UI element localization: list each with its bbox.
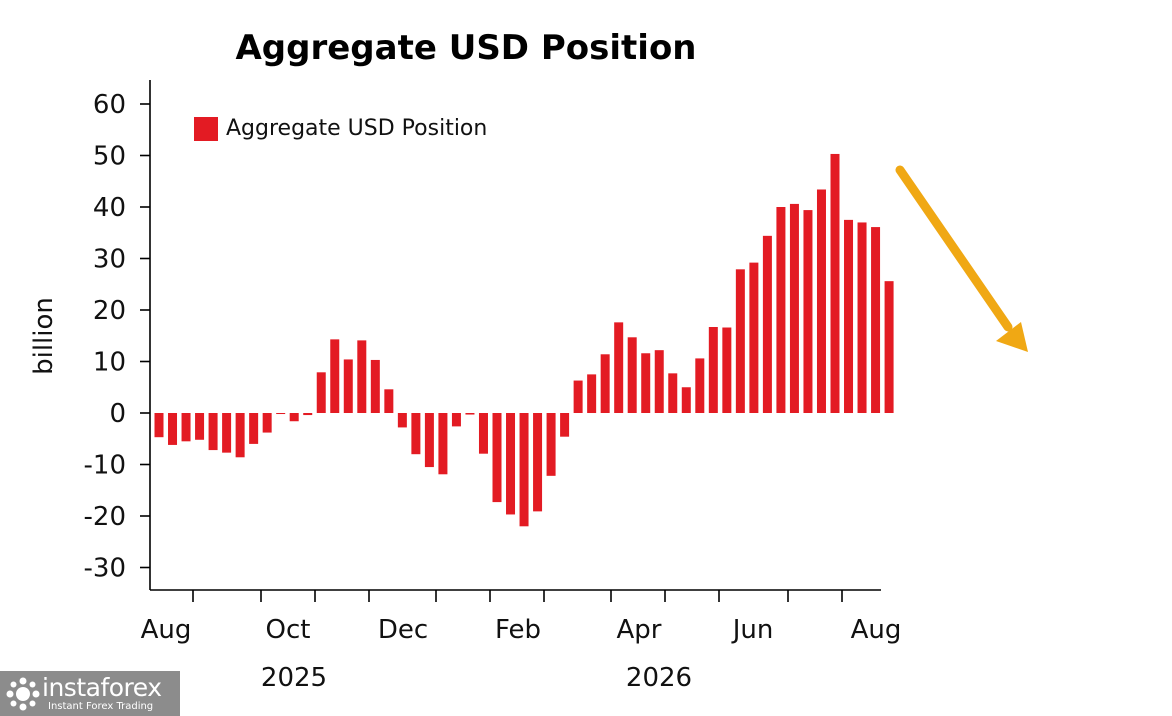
y-tick-label: 50 xyxy=(93,142,126,172)
y-tick-label: 60 xyxy=(93,90,126,120)
x-year-label: 2026 xyxy=(626,663,692,693)
bar xyxy=(762,235,772,413)
bar xyxy=(370,359,380,413)
bar xyxy=(735,269,745,413)
bar xyxy=(506,413,516,515)
bar xyxy=(884,281,894,413)
y-tick-label: 10 xyxy=(93,348,126,378)
chart-title: Aggregate USD Position xyxy=(235,28,696,68)
bar xyxy=(249,413,259,444)
bar xyxy=(316,372,326,413)
y-tick-label: -10 xyxy=(84,451,126,481)
bar xyxy=(587,374,597,414)
bar xyxy=(614,322,624,413)
bar xyxy=(478,413,488,454)
legend-swatch xyxy=(194,117,218,141)
bar xyxy=(641,353,651,413)
x-month-label: Feb xyxy=(495,615,541,645)
bar xyxy=(330,339,340,413)
y-axis-title: billion xyxy=(29,297,59,375)
bar xyxy=(424,413,434,468)
bar xyxy=(776,207,786,413)
bar xyxy=(451,413,461,427)
bar xyxy=(168,413,178,445)
bar xyxy=(492,413,502,503)
y-tick-label: 30 xyxy=(93,245,126,275)
x-month-label: Dec xyxy=(378,615,428,645)
logo-name: instaforex xyxy=(42,673,162,702)
bar xyxy=(627,337,637,413)
x-month-label: Oct xyxy=(266,615,311,645)
bar xyxy=(830,153,840,413)
bar xyxy=(222,413,232,453)
bar xyxy=(195,413,205,440)
x-month-label: Jun xyxy=(731,615,774,645)
y-tick-label: 0 xyxy=(109,399,126,429)
bar xyxy=(722,327,732,413)
bar xyxy=(681,387,691,413)
y-tick-label: 20 xyxy=(93,296,126,326)
bar xyxy=(438,413,448,475)
y-tick-label: -20 xyxy=(84,502,126,532)
bar xyxy=(154,413,164,438)
bar xyxy=(208,413,218,451)
y-tick-label: 40 xyxy=(93,193,126,223)
plot-area: 60 50 40 30 20 10 0 -10 -20 -30 Aug Oct Dec Feb Apr Ju… xyxy=(84,80,902,693)
y-tick-label: -30 xyxy=(84,554,126,584)
bar xyxy=(303,413,313,416)
bar xyxy=(289,413,299,422)
bar xyxy=(560,413,570,437)
bar xyxy=(181,413,191,442)
bar xyxy=(262,413,272,433)
x-month-label: Apr xyxy=(617,615,662,645)
bar xyxy=(357,340,367,413)
trend-arrow-shaft xyxy=(895,165,1013,332)
bar xyxy=(384,389,394,413)
bar xyxy=(668,373,678,413)
bar-series xyxy=(154,153,894,527)
bar xyxy=(533,413,543,512)
logo-icon xyxy=(6,677,40,711)
legend-label: Aggregate USD Position xyxy=(226,116,487,141)
bar xyxy=(573,380,583,413)
bar xyxy=(789,203,799,413)
bar xyxy=(235,413,245,458)
bar xyxy=(803,210,813,413)
bar xyxy=(844,219,854,414)
instaforex-logo: instaforex Instant Forex Trading xyxy=(0,671,180,716)
bar xyxy=(654,350,664,413)
y-axis-ticks: 60 50 40 30 20 10 0 -10 -20 -30 xyxy=(84,90,150,584)
bar xyxy=(546,413,556,476)
x-month-label: Aug xyxy=(141,615,192,645)
logo-tagline: Instant Forex Trading xyxy=(48,701,154,712)
bar xyxy=(816,189,826,413)
bar xyxy=(519,413,529,527)
bar xyxy=(871,227,881,413)
bar xyxy=(857,222,867,413)
bar xyxy=(411,413,421,455)
x-month-label: Aug xyxy=(851,615,902,645)
x-axis-ticks: Aug Oct Dec Feb Apr Jun Aug 2025 2026 xyxy=(141,590,902,693)
bar xyxy=(465,413,475,415)
x-year-label: 2025 xyxy=(261,663,327,693)
bar xyxy=(397,413,407,428)
bar xyxy=(276,413,286,415)
trend-arrow-head xyxy=(996,322,1028,352)
trend-arrow xyxy=(895,165,1028,352)
bar xyxy=(600,354,610,413)
bar xyxy=(695,358,705,413)
legend: Aggregate USD Position xyxy=(194,116,487,141)
bar xyxy=(749,262,759,413)
bar xyxy=(708,327,718,413)
bar xyxy=(343,359,353,413)
